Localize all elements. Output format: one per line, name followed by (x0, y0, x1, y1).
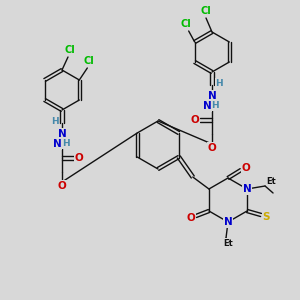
Text: N: N (243, 184, 251, 194)
Text: O: O (58, 181, 66, 191)
Text: Cl: Cl (84, 56, 95, 66)
Text: Et: Et (223, 238, 233, 247)
Text: H: H (51, 116, 59, 125)
Text: N: N (202, 101, 211, 111)
Text: N: N (208, 91, 216, 101)
Text: Cl: Cl (180, 19, 191, 29)
Text: Cl: Cl (64, 45, 75, 55)
Text: H: H (211, 101, 219, 110)
Text: N: N (58, 129, 66, 139)
Text: O: O (242, 163, 250, 173)
Text: O: O (187, 213, 195, 223)
Text: N: N (52, 139, 62, 149)
Text: Et: Et (266, 176, 276, 185)
Text: O: O (75, 153, 83, 163)
Text: H: H (215, 79, 223, 88)
Text: O: O (190, 115, 200, 125)
Text: N: N (224, 217, 232, 227)
Text: S: S (262, 212, 270, 222)
Text: O: O (208, 143, 216, 153)
Text: H: H (62, 140, 70, 148)
Text: Cl: Cl (201, 6, 212, 16)
